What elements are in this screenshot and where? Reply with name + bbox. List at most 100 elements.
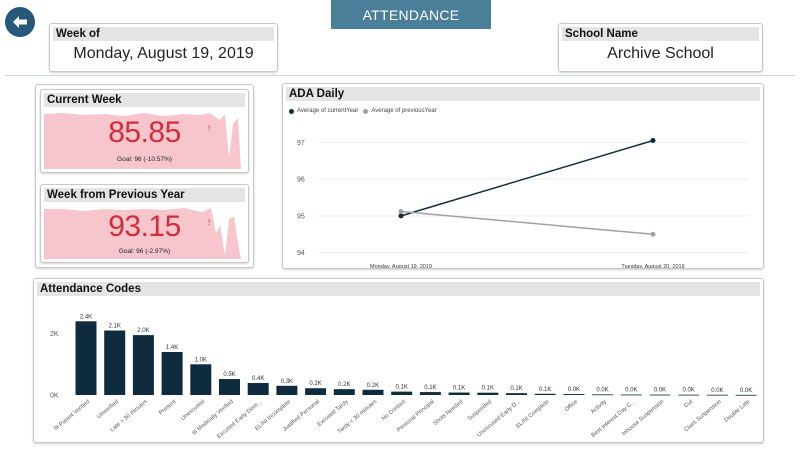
school-name-card[interactable]: School Name Archive School <box>558 23 763 72</box>
codes-bar <box>75 321 97 395</box>
current-week-card: Current Week 85.85 ! Goal: 96 (-10.57%) <box>40 89 249 173</box>
codes-x-tick-label: Present <box>158 399 177 417</box>
codes-x-tick-label: Unexcused <box>180 399 206 422</box>
codes-bar <box>161 352 183 395</box>
school-name-value: Archive School <box>607 45 714 62</box>
codes-y-tick-label: 0K <box>50 393 59 400</box>
codes-x-tick-label: Unverified <box>96 399 120 420</box>
ada-daily-title: ADA Daily <box>286 87 760 101</box>
ada-y-tick-label: 94 <box>297 250 305 257</box>
codes-bar <box>276 385 298 395</box>
legend-previous-marker <box>363 108 369 114</box>
codes-bar-label: 0.1K <box>396 385 408 391</box>
codes-bar-label: 0.1K <box>424 385 436 391</box>
ada-data-point <box>398 208 404 214</box>
prev-year-week-label: Week from Previous Year <box>44 188 245 202</box>
current-week-value: 85.85 <box>108 116 181 149</box>
codes-x-tick-label: Office <box>564 399 579 413</box>
kpi-panel: Current Week 85.85 ! Goal: 96 (-10.57%) … <box>35 84 254 268</box>
codes-bar-label: 0.0K <box>740 388 752 394</box>
codes-bar <box>506 393 527 395</box>
codes-bar <box>362 389 384 395</box>
ada-data-point <box>650 138 656 144</box>
prev-year-week-goal: Goal: 96 (-2.97%) <box>118 248 171 255</box>
attendance-codes-bar-chart: 0K 2K 2.4K III Parent Verified 2.1K Unverifie… <box>50 314 757 440</box>
codes-bar-label: 0.2K <box>338 382 350 388</box>
legend-current-marker <box>289 108 294 114</box>
page-title: ATTENDANCE <box>331 0 491 29</box>
codes-bar <box>219 379 240 395</box>
codes-bar-label: 0.1K <box>539 387 551 393</box>
codes-x-tick-label: No Contact <box>381 399 407 422</box>
ada-data-point <box>650 231 656 237</box>
codes-bar-label: 0.1K <box>482 386 494 392</box>
codes-bar <box>190 364 212 395</box>
codes-bar <box>391 391 413 395</box>
attendance-codes-title: Attendance Codes <box>37 282 760 296</box>
codes-bar-label: 0.5K <box>223 372 235 378</box>
codes-x-tick-label: III Parent Verified <box>53 399 91 432</box>
ada-series-line <box>400 210 654 236</box>
back-button[interactable] <box>5 7 35 37</box>
codes-bar <box>448 392 470 395</box>
codes-bar-label: 1.4K <box>166 345 178 351</box>
legend-current-label: Average of currentYear <box>297 108 359 114</box>
codes-bar-label: 0.0K <box>596 387 608 393</box>
codes-bar <box>132 335 154 395</box>
codes-bar <box>592 394 614 396</box>
ada-data-point <box>398 213 404 219</box>
prev-year-week-sparkline: 93.15 ! Goal: 96 (-2.97%) <box>44 205 245 259</box>
codes-bar <box>706 394 728 396</box>
attendance-codes-card: Attendance Codes 0K 2K 2.4K III Parent Veri… <box>33 278 764 443</box>
codes-bar-label: 1.0K <box>195 357 207 363</box>
codes-bar-label: 2.0K <box>137 328 149 334</box>
codes-bar <box>534 393 556 395</box>
prev-year-week-area <box>44 208 241 259</box>
ada-y-tick-label: 97 <box>297 140 305 147</box>
current-week-indicator-icon: ! <box>208 124 211 133</box>
codes-bar <box>649 394 671 396</box>
ada-daily-card: ADA Daily Average of currentYear Average… <box>282 83 764 269</box>
week-of-value: Monday, August 19, 2019 <box>73 45 254 62</box>
ada-y-tick-label: 96 <box>297 177 305 184</box>
codes-y-tick-label: 2K <box>50 331 59 338</box>
codes-bar-label: 0.0K <box>683 388 695 394</box>
ada-x-tick-label: Monday, August 19, 2019 <box>370 264 432 268</box>
ada-x-tick-label: Tuesday, August 20, 2019 <box>621 264 684 268</box>
codes-bar-label: 0.1K <box>510 386 522 392</box>
codes-bar-label: 0.4K <box>252 376 264 382</box>
week-of-label: Week of <box>53 27 274 41</box>
codes-bar <box>247 383 269 395</box>
codes-x-tick-label: Shots Needed <box>432 399 464 427</box>
codes-x-tick-label: Cut <box>683 399 694 410</box>
arrow-left-icon <box>13 16 27 28</box>
codes-bar-label: 0.3K <box>281 379 293 385</box>
codes-bar <box>563 394 585 395</box>
codes-bar-label: 0.0K <box>568 387 580 393</box>
prev-year-week-card: Week from Previous Year 93.15 ! Goal: 96… <box>40 184 249 263</box>
ada-legend: Average of currentYear Average of previo… <box>289 108 437 114</box>
codes-bar-label: 0.0K <box>625 388 637 394</box>
header-divider <box>5 75 795 76</box>
school-name-label: School Name <box>562 27 759 41</box>
codes-bar <box>333 389 355 395</box>
current-week-label: Current Week <box>44 93 245 107</box>
codes-bar <box>305 388 327 395</box>
codes-bar-label: 0.1K <box>453 386 465 392</box>
codes-bar <box>735 394 757 396</box>
week-of-card[interactable]: Week of Monday, August 19, 2019 <box>49 23 278 72</box>
codes-x-tick-label: Double Late <box>724 399 752 424</box>
codes-bar-label: 0.2K <box>309 381 321 387</box>
ada-series-line <box>400 139 654 217</box>
prev-year-week-value: 93.15 <box>108 210 181 243</box>
codes-x-tick-label: Activity <box>590 399 608 415</box>
codes-bar <box>620 394 642 396</box>
current-week-area <box>44 113 241 169</box>
codes-bar-label: 2.1K <box>109 324 121 330</box>
ada-y-tick-label: 95 <box>297 213 305 220</box>
codes-bar-label: 0.2K <box>367 383 379 389</box>
codes-x-tick-label: Suspended <box>467 399 493 422</box>
current-week-goal: Goal: 96 (-10.57%) <box>117 156 172 163</box>
codes-bar-label: 0.0K <box>654 388 666 394</box>
legend-previous-label: Average of previousYear <box>371 108 437 114</box>
